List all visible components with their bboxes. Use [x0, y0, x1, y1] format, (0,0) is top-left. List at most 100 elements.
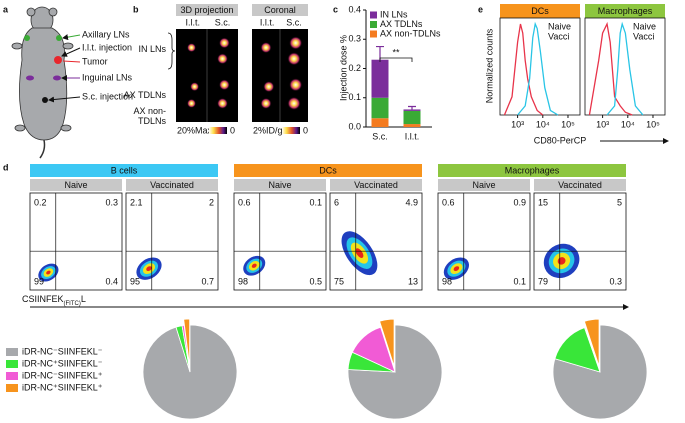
scale-max: 20%Max	[177, 125, 213, 135]
plot-header	[330, 179, 422, 191]
density-contour	[251, 263, 257, 268]
group-header	[30, 164, 218, 177]
anatomy-label: I.l.t. injection	[82, 42, 132, 52]
plot-frame	[584, 17, 666, 116]
quadrant-percent: 0.1	[513, 276, 526, 286]
pie-slice	[583, 318, 600, 367]
plot-header	[438, 179, 530, 191]
legend-swatch	[370, 21, 377, 28]
legend-label: Vacci	[633, 31, 654, 41]
panel-letter: b	[133, 4, 139, 14]
bar-segment	[403, 124, 421, 127]
legend-swatch	[6, 360, 18, 368]
row-label: AX TDLNs	[123, 90, 166, 100]
y-tick-label: 0.2	[348, 63, 361, 73]
y-tick-label: 0.0	[348, 121, 361, 131]
column-label: S.c.	[286, 17, 302, 27]
y-tick-label: 0.3	[348, 34, 361, 44]
bar-segment	[371, 118, 389, 127]
quadrant-percent: 2	[209, 197, 214, 207]
x-tick-label: 10³	[511, 119, 524, 129]
lymph-node-signal	[218, 79, 230, 91]
group-header	[234, 164, 422, 177]
lymph-node-signal	[217, 98, 228, 109]
quadrant-percent: 99	[34, 276, 44, 286]
y-axis-label: Normalized counts	[484, 28, 494, 103]
error-bar	[376, 45, 384, 60]
plot-header	[534, 179, 626, 191]
pie-slice	[379, 318, 395, 367]
bar-segment	[371, 97, 389, 119]
quadrant-percent: 0.9	[513, 197, 526, 207]
legend-swatch	[370, 30, 377, 38]
legend-label: iDR-NC⁻SIINFEKL⁺	[22, 370, 103, 380]
x-axis-label-part: (FITC)	[64, 301, 81, 307]
legend-label: Vacci	[548, 31, 569, 41]
density-contour	[146, 266, 152, 272]
pie-slice	[183, 318, 191, 367]
lymph-node-signal	[217, 53, 228, 65]
lymph-node-signal	[190, 82, 200, 92]
anatomy-label: Axillary LNs	[82, 29, 130, 39]
quadrant-percent: 0.4	[105, 276, 118, 286]
bar-segment	[371, 59, 389, 98]
column-label: I.l.t.	[260, 17, 275, 27]
x-axis-label-part: L	[81, 294, 86, 304]
density-contour	[46, 270, 51, 275]
legend-label: AX non-TDLNs	[380, 28, 441, 38]
anatomy-label: Tumor	[82, 56, 108, 66]
plot-header	[30, 179, 122, 191]
plot-frame	[437, 192, 531, 291]
plot-frame	[329, 192, 423, 291]
pie-slice	[584, 326, 601, 373]
plot-frame	[499, 17, 581, 116]
lymph-node-signal	[287, 96, 301, 110]
quadrant-percent: 0.2	[34, 197, 47, 207]
plot-title: Naive	[64, 180, 87, 190]
x-tick-label: 10⁵	[561, 119, 575, 129]
legend-label: IN LNs	[380, 9, 408, 19]
lymph-node-signal	[260, 42, 272, 54]
panel-letter: c	[333, 4, 338, 14]
panel-letter: d	[3, 162, 9, 172]
quadrant-percent: 6	[334, 197, 339, 207]
lymph-node-signal	[260, 97, 272, 109]
colorbar	[282, 127, 300, 134]
lymph-node-signal	[287, 52, 301, 66]
pie-slice	[351, 326, 396, 373]
x-tick-label: I.l.t.	[405, 131, 420, 141]
quadrant-percent: 4.9	[405, 197, 418, 207]
x-tick-label: 10⁴	[536, 119, 550, 129]
anatomy-label: S.c. injection	[82, 91, 133, 101]
legend-swatch	[6, 348, 18, 356]
group-header	[438, 164, 626, 177]
quadrant-percent: 98	[238, 276, 248, 286]
brace	[167, 32, 176, 70]
group-title: DCs	[319, 165, 337, 175]
histogram-line	[503, 23, 544, 116]
plot-header	[234, 179, 326, 191]
plot-header	[585, 4, 665, 18]
lymph-node-signal	[218, 37, 230, 49]
y-tick-label: 0.4	[348, 4, 361, 14]
colorbar	[209, 127, 227, 134]
x-axis-label-part: CSIINFEK	[22, 294, 64, 304]
plot-header	[500, 4, 580, 18]
density-contour	[453, 266, 460, 272]
plot-title: Naive	[268, 180, 291, 190]
plot-title: Vaccinated	[150, 180, 194, 190]
row-label: AX non-TDLNs	[133, 106, 166, 126]
lymph-node-signal	[263, 81, 275, 93]
row-label: IN LNs	[138, 44, 166, 54]
plot-header	[126, 179, 218, 191]
legend-swatch	[6, 372, 18, 380]
y-axis-label: Injection dose %	[338, 35, 348, 101]
legend-label: Naive	[548, 21, 571, 31]
scale-min: 0	[230, 125, 235, 135]
lymph-node-signal	[187, 43, 196, 53]
quadrant-percent: 95	[130, 276, 140, 286]
group-title: B cells	[111, 165, 138, 175]
scale-max: 2%ID/g	[253, 125, 283, 135]
